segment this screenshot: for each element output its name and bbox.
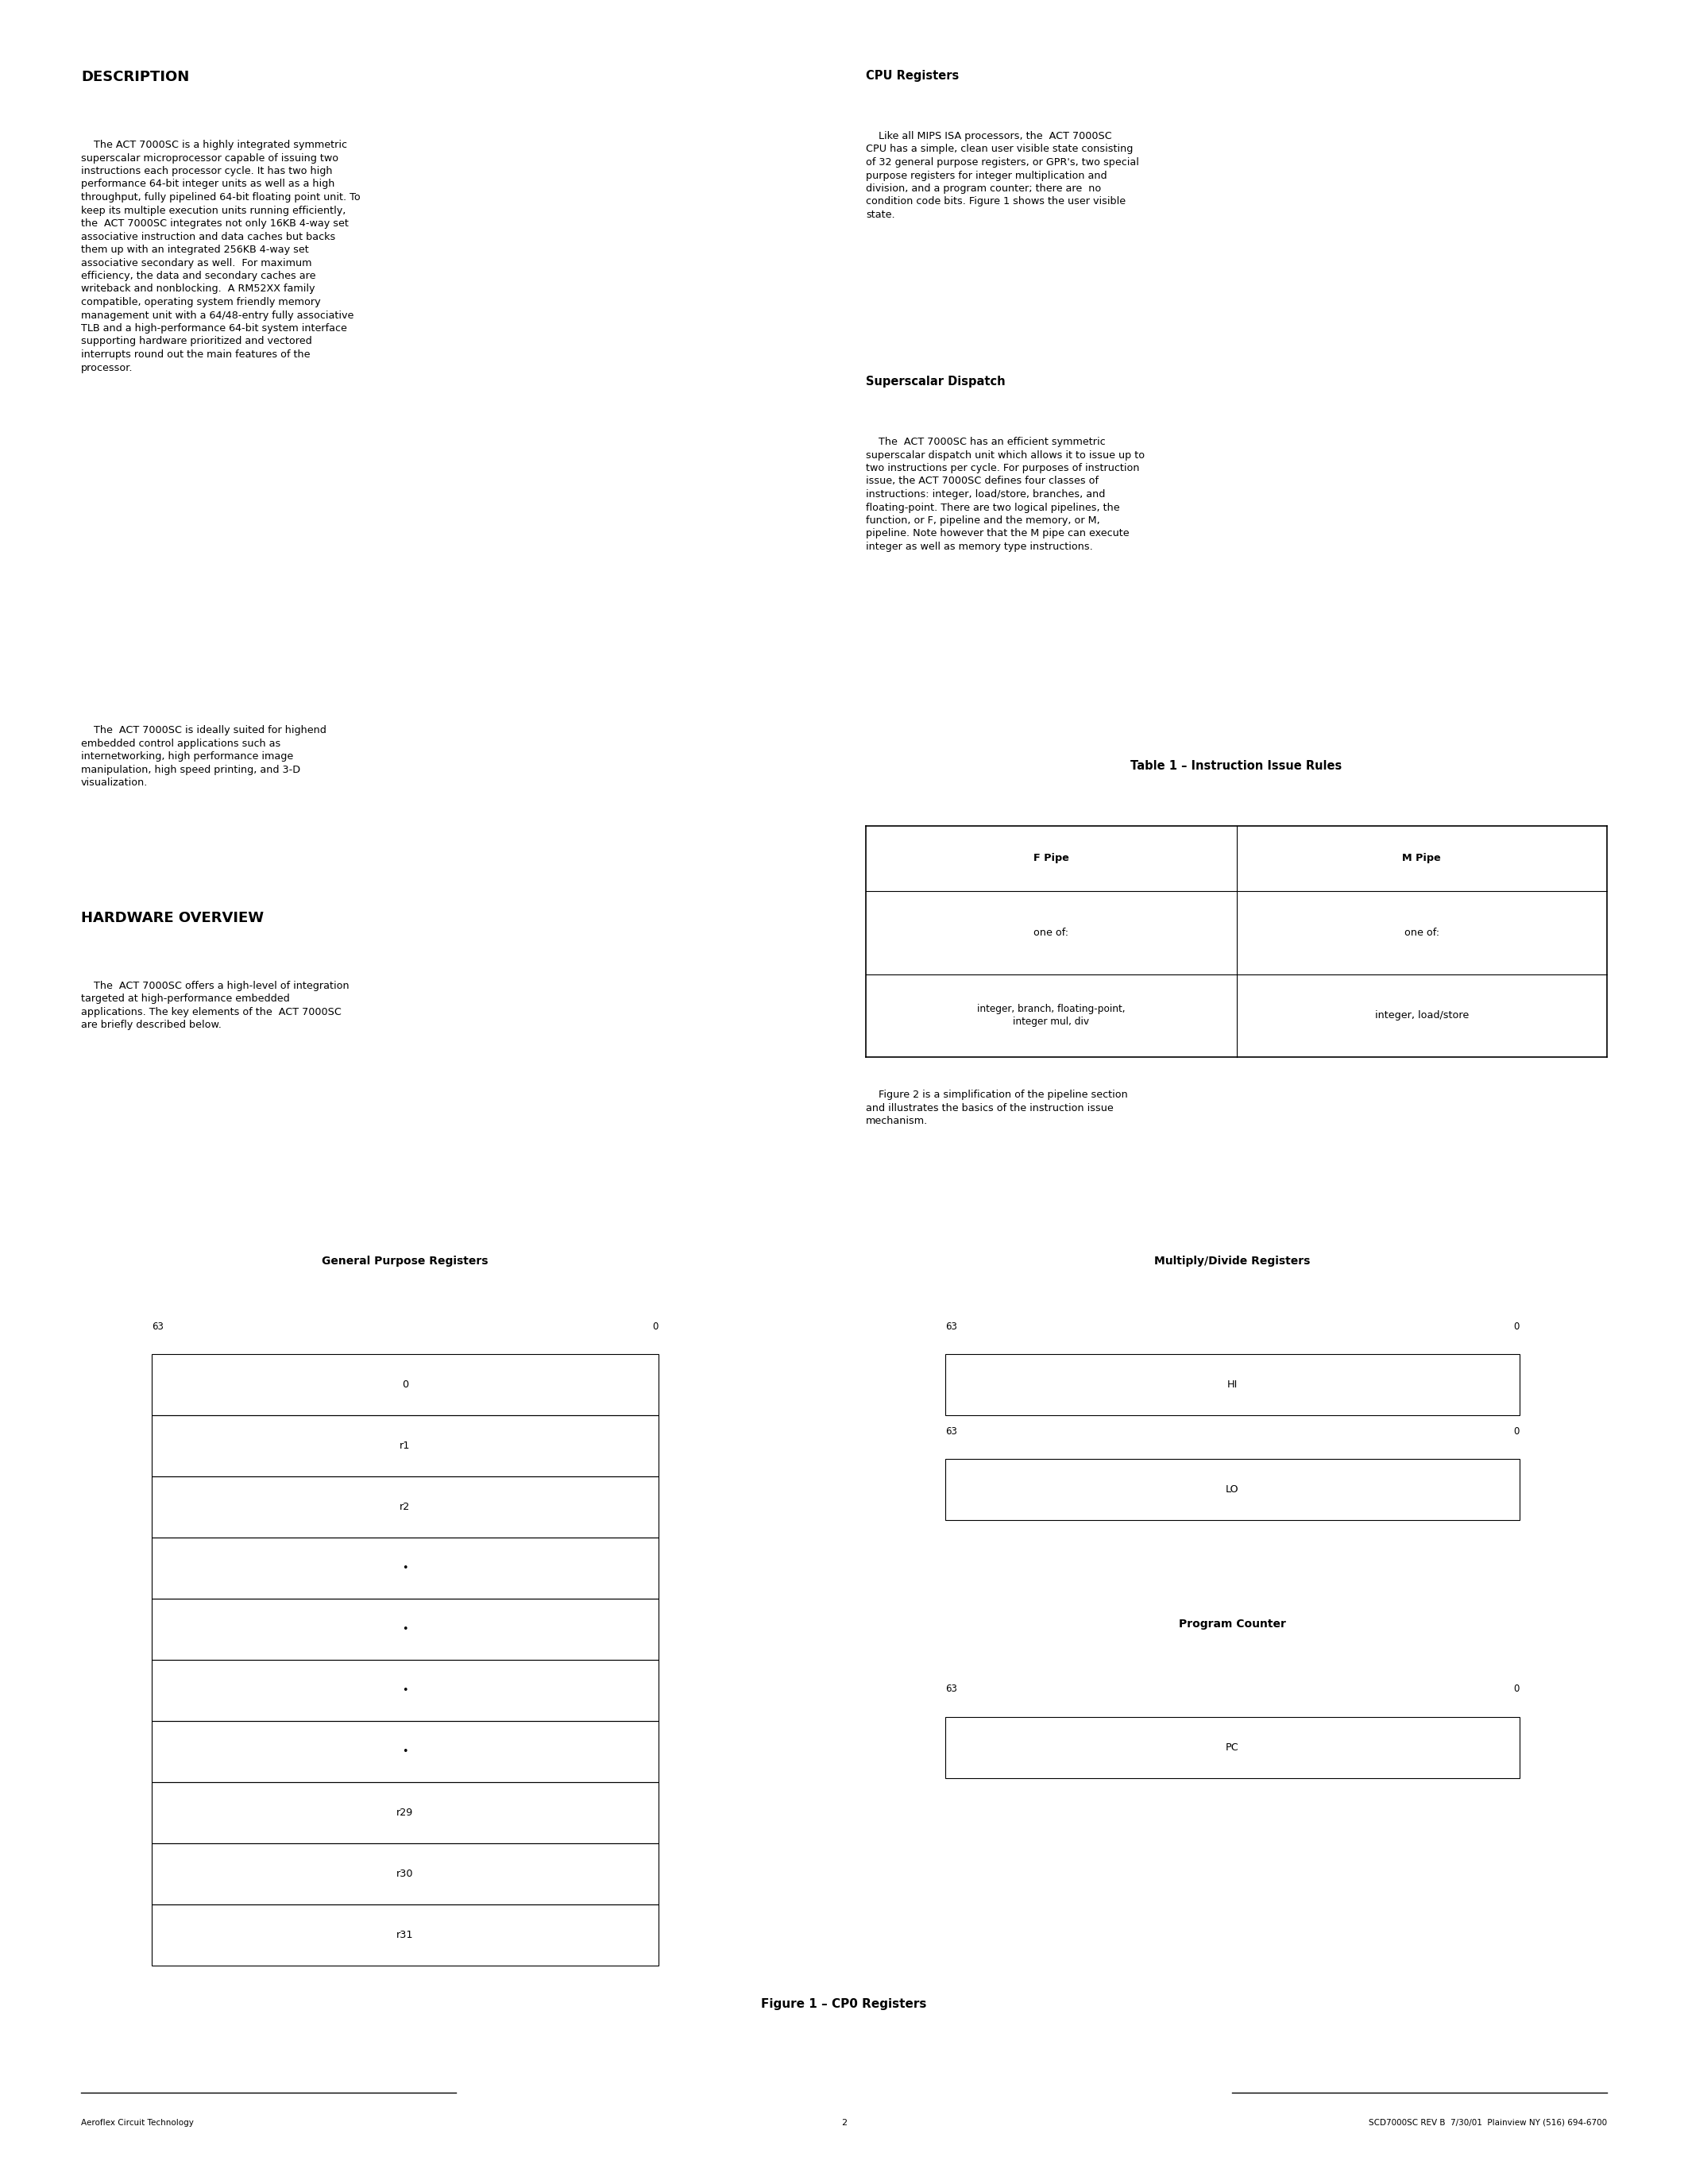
Text: r31: r31: [397, 1931, 414, 1939]
Text: Aeroflex Circuit Technology: Aeroflex Circuit Technology: [81, 2118, 194, 2127]
Bar: [152, 1476, 658, 1538]
Bar: [152, 1721, 658, 1782]
Text: CPU Registers: CPU Registers: [866, 70, 959, 81]
Bar: [152, 1599, 658, 1660]
Text: DESCRIPTION: DESCRIPTION: [81, 70, 189, 85]
Text: SCD7000SC REV B  7/30/01  Plainview NY (516) 694-6700: SCD7000SC REV B 7/30/01 Plainview NY (51…: [1369, 2118, 1607, 2127]
Text: •: •: [402, 1564, 408, 1572]
Text: 2: 2: [841, 2118, 847, 2127]
Text: Multiply/Divide Registers: Multiply/Divide Registers: [1155, 1256, 1310, 1267]
Text: 0: 0: [653, 1321, 658, 1332]
Text: The  ACT 7000SC is ideally suited for highend
embedded control applications such: The ACT 7000SC is ideally suited for hig…: [81, 725, 326, 788]
Text: r30: r30: [397, 1870, 414, 1878]
Text: General Purpose Registers: General Purpose Registers: [322, 1256, 488, 1267]
Text: 63: 63: [945, 1426, 957, 1437]
Text: M Pipe: M Pipe: [1403, 854, 1442, 863]
Text: •: •: [402, 1625, 408, 1634]
Text: 0: 0: [402, 1380, 408, 1389]
Bar: [945, 1717, 1519, 1778]
Bar: [152, 1538, 658, 1599]
Text: Program Counter: Program Counter: [1178, 1618, 1286, 1629]
Bar: [152, 1843, 658, 1904]
Text: 63: 63: [945, 1684, 957, 1695]
Text: 0: 0: [1514, 1684, 1519, 1695]
Bar: [945, 1354, 1519, 1415]
Text: integer, load/store: integer, load/store: [1374, 1011, 1469, 1020]
Text: The  ACT 7000SC offers a high-level of integration
targeted at high-performance : The ACT 7000SC offers a high-level of in…: [81, 981, 349, 1031]
Text: r1: r1: [400, 1441, 410, 1450]
Bar: [945, 1459, 1519, 1520]
Text: F Pipe: F Pipe: [1033, 854, 1069, 863]
Bar: [152, 1415, 658, 1476]
Text: 0: 0: [1514, 1426, 1519, 1437]
Text: 63: 63: [152, 1321, 164, 1332]
Text: Figure 2 is a simplification of the pipeline section
and illustrates the basics : Figure 2 is a simplification of the pipe…: [866, 1090, 1128, 1127]
Text: The  ACT 7000SC has an efficient symmetric
superscalar dispatch unit which allow: The ACT 7000SC has an efficient symmetri…: [866, 437, 1144, 553]
Bar: [152, 1904, 658, 1966]
Text: 0: 0: [1514, 1321, 1519, 1332]
Text: The ACT 7000SC is a highly integrated symmetric
superscalar microprocessor capab: The ACT 7000SC is a highly integrated sy…: [81, 140, 361, 373]
Bar: [152, 1782, 658, 1843]
Bar: [152, 1354, 658, 1415]
Text: •: •: [402, 1686, 408, 1695]
Text: LO: LO: [1225, 1485, 1239, 1494]
Text: one of:: one of:: [1033, 928, 1069, 937]
Text: •: •: [402, 1747, 408, 1756]
Text: r2: r2: [400, 1503, 410, 1511]
Text: Table 1 – Instruction Issue Rules: Table 1 – Instruction Issue Rules: [1131, 760, 1342, 771]
Bar: [152, 1660, 658, 1721]
Text: Figure 1 – CP0 Registers: Figure 1 – CP0 Registers: [761, 1998, 927, 2009]
Text: HARDWARE OVERVIEW: HARDWARE OVERVIEW: [81, 911, 263, 926]
Text: HI: HI: [1227, 1380, 1237, 1389]
Text: one of:: one of:: [1404, 928, 1440, 937]
Text: Like all MIPS ISA processors, the  ACT 7000SC
CPU has a simple, clean user visib: Like all MIPS ISA processors, the ACT 70…: [866, 131, 1139, 221]
Text: integer, branch, floating-point,
integer mul, div: integer, branch, floating-point, integer…: [977, 1005, 1126, 1026]
Text: PC: PC: [1225, 1743, 1239, 1752]
Text: Superscalar Dispatch: Superscalar Dispatch: [866, 376, 1006, 387]
Text: 63: 63: [945, 1321, 957, 1332]
Text: r29: r29: [397, 1808, 414, 1817]
